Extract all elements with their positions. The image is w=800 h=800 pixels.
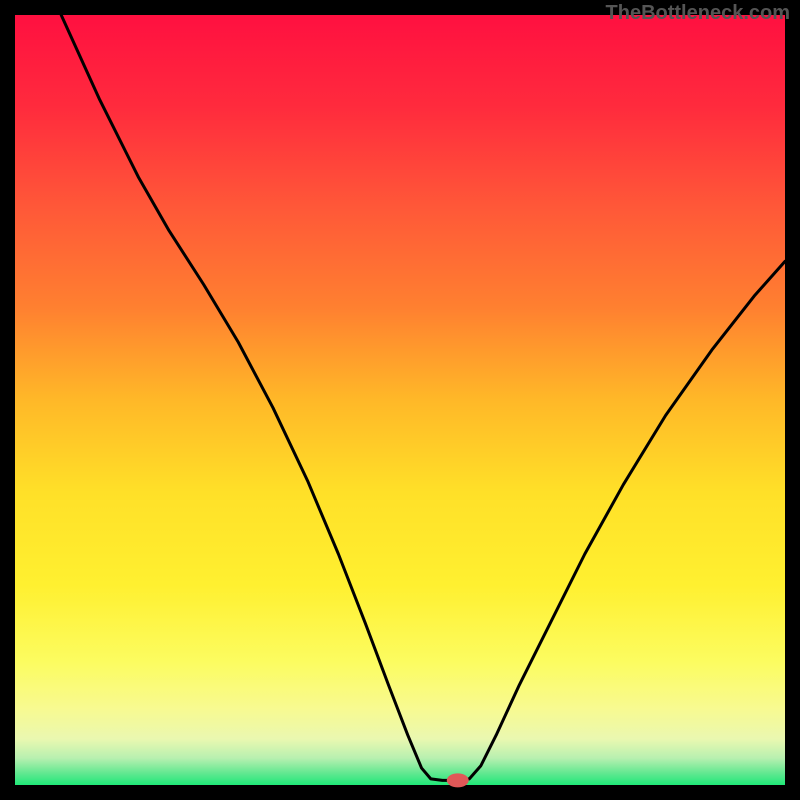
- bottleneck-chart: TheBottleneck.com: [0, 0, 800, 800]
- chart-plot-background: [15, 15, 785, 785]
- watermark-text: TheBottleneck.com: [606, 2, 790, 25]
- optimum-marker: [447, 773, 469, 787]
- chart-svg: [0, 0, 800, 800]
